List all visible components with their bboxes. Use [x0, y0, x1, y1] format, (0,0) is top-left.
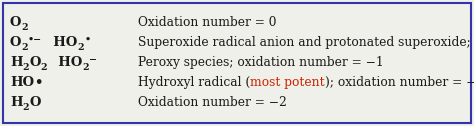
Text: O: O — [10, 16, 21, 29]
Text: most potent: most potent — [250, 76, 325, 89]
Text: O: O — [29, 96, 41, 109]
Text: HO: HO — [49, 56, 83, 69]
Text: O: O — [10, 36, 21, 49]
Text: 2: 2 — [23, 62, 29, 71]
Text: O: O — [29, 56, 41, 69]
Text: Oxidation number = −2: Oxidation number = −2 — [138, 96, 287, 109]
Text: H: H — [10, 56, 23, 69]
Text: Hydroxyl radical (: Hydroxyl radical ( — [138, 76, 250, 89]
Text: 2: 2 — [21, 42, 28, 52]
Text: Superoxide radical anion and protonated superoxide; oxidation number = −½: Superoxide radical anion and protonated … — [138, 36, 474, 49]
Text: ); oxidation number = −1: ); oxidation number = −1 — [325, 76, 474, 89]
Text: •: • — [84, 35, 91, 44]
Text: 2: 2 — [83, 62, 90, 71]
Text: Peroxy species; oxidation number = −1: Peroxy species; oxidation number = −1 — [138, 56, 383, 69]
Text: HO: HO — [10, 76, 34, 89]
Text: 2: 2 — [23, 102, 29, 112]
Text: HO: HO — [44, 36, 78, 49]
Text: H: H — [10, 96, 23, 109]
Text: Oxidation number = 0: Oxidation number = 0 — [138, 16, 276, 29]
Text: •: • — [34, 76, 43, 89]
Text: 2: 2 — [41, 62, 47, 71]
Text: 2: 2 — [78, 42, 84, 52]
Text: 2: 2 — [21, 23, 28, 32]
Text: •−: •− — [28, 35, 42, 44]
Text: −: − — [90, 55, 97, 64]
